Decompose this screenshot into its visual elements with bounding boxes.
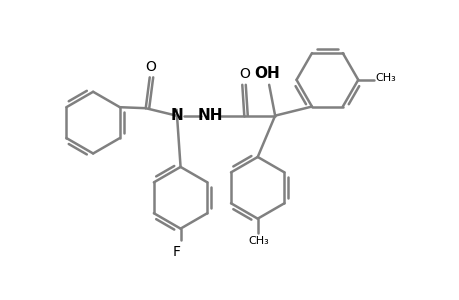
Text: O: O xyxy=(145,60,156,74)
Text: F: F xyxy=(172,244,180,259)
Text: NH: NH xyxy=(197,108,223,123)
Text: CH₃: CH₃ xyxy=(375,73,396,83)
Text: CH₃: CH₃ xyxy=(248,236,269,246)
Text: N: N xyxy=(170,108,183,123)
Text: O: O xyxy=(239,67,250,81)
Text: OH: OH xyxy=(253,66,279,81)
